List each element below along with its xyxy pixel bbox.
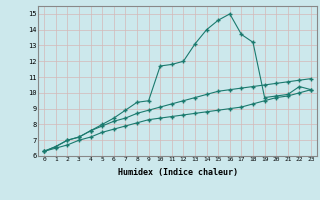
X-axis label: Humidex (Indice chaleur): Humidex (Indice chaleur) — [118, 168, 238, 177]
